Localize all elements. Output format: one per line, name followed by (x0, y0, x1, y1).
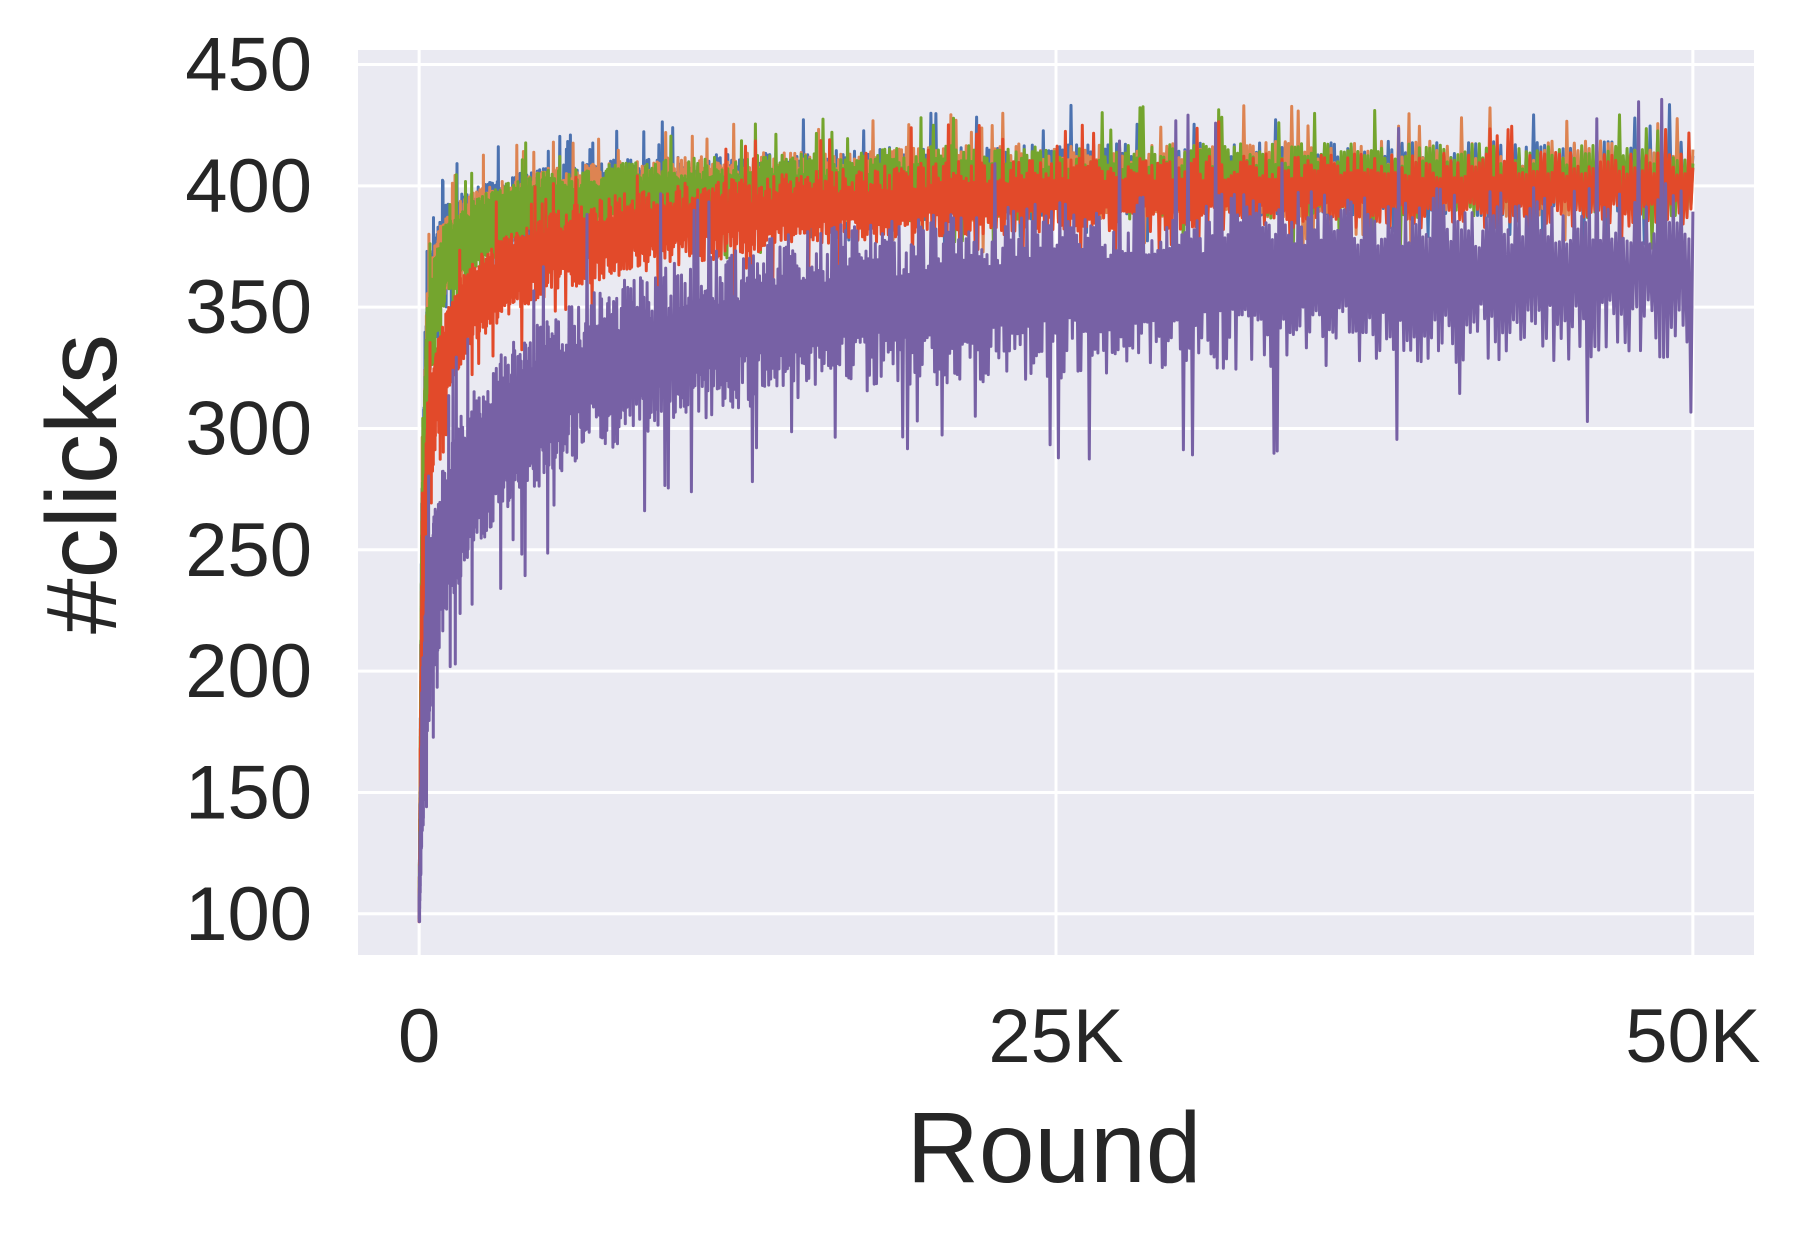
y-tick-label: 100 (185, 872, 312, 957)
y-tick-label: 350 (185, 265, 312, 350)
series-group (417, 97, 1695, 924)
x-tick-label: 0 (398, 994, 440, 1079)
x-tick-label: 50K (1625, 994, 1760, 1079)
y-tick-labels: 100 150 200 250 300 350 400 450 (185, 23, 312, 957)
y-tick-label: 450 (185, 23, 312, 108)
series-line-5 (417, 97, 1695, 924)
y-tick-label: 200 (185, 629, 312, 714)
y-tick-label: 150 (185, 750, 312, 835)
x-axis-label: Round (907, 1092, 1202, 1204)
y-tick-label: 300 (185, 386, 312, 471)
series-line-4 (417, 120, 1695, 924)
y-tick-label: 400 (185, 144, 312, 229)
y-axis-label: #clicks (26, 334, 138, 634)
x-tick-label: 25K (988, 994, 1123, 1079)
x-tick-labels: 0 25K 50K (398, 994, 1760, 1079)
y-tick-label: 250 (185, 508, 312, 593)
